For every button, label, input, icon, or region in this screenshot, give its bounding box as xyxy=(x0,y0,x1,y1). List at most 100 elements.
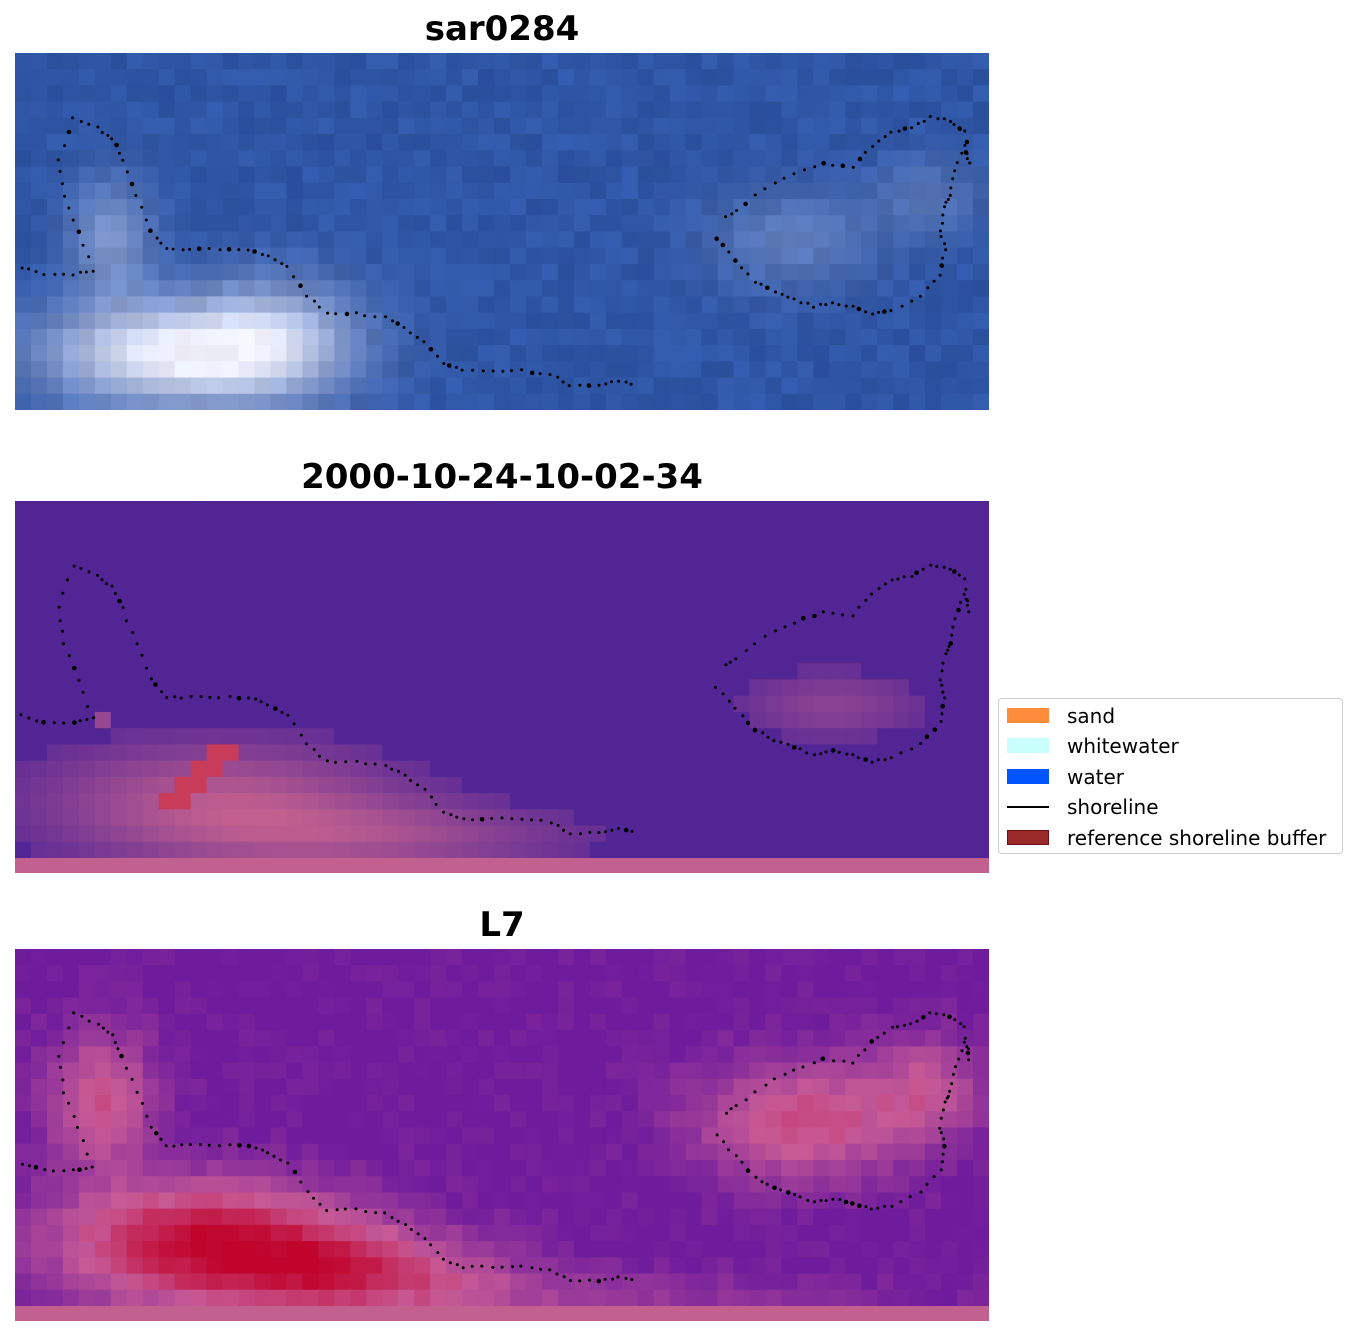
shoreline-point xyxy=(779,740,783,744)
shoreline-point xyxy=(944,248,948,252)
shoreline-point xyxy=(373,762,377,766)
shoreline-point xyxy=(942,205,946,209)
shoreline-point xyxy=(964,587,968,591)
shoreline-point xyxy=(884,582,887,586)
shoreline-point xyxy=(304,742,308,746)
shoreline-point xyxy=(899,1200,903,1204)
shoreline-point xyxy=(597,831,601,834)
shoreline-point xyxy=(863,1048,867,1052)
shoreline-point xyxy=(734,657,738,661)
legend-item-sand: sand xyxy=(999,706,1342,736)
shoreline-point xyxy=(134,194,138,197)
shoreline-point xyxy=(480,1264,484,1268)
classified-image xyxy=(15,501,989,873)
shoreline-point xyxy=(946,648,950,652)
shoreline-point xyxy=(947,644,951,648)
shoreline-point xyxy=(764,1083,768,1087)
shoreline-point xyxy=(759,282,763,286)
shoreline-point xyxy=(520,368,524,372)
shoreline-point xyxy=(824,750,828,754)
shoreline-point xyxy=(897,129,901,133)
shoreline-point xyxy=(100,131,104,134)
shoreline-point xyxy=(140,205,144,209)
shoreline-point xyxy=(41,719,46,725)
shoreline-point xyxy=(869,1039,874,1044)
shoreline-point xyxy=(520,817,524,821)
shoreline-point xyxy=(415,335,419,339)
shoreline-point xyxy=(753,1090,757,1094)
shoreline-point xyxy=(821,610,825,614)
shoreline-point xyxy=(364,762,368,766)
shoreline-point xyxy=(939,1168,943,1172)
shoreline-point xyxy=(943,696,946,700)
shoreline-point xyxy=(942,565,946,569)
shoreline-point xyxy=(819,1198,823,1202)
shoreline-point xyxy=(454,365,458,369)
shoreline-point xyxy=(743,201,748,207)
shoreline-point xyxy=(568,832,572,836)
shoreline-point xyxy=(932,279,936,283)
shoreline-point xyxy=(77,1167,82,1172)
shoreline-point xyxy=(629,382,633,386)
shoreline-point xyxy=(597,383,601,387)
shoreline-point xyxy=(403,773,407,777)
shoreline-point xyxy=(188,247,192,251)
shoreline-point xyxy=(189,694,193,698)
shoreline-point xyxy=(871,312,875,316)
shoreline-point xyxy=(500,816,504,820)
shoreline-point xyxy=(510,369,513,373)
shoreline-point xyxy=(461,1266,465,1270)
shoreline-point xyxy=(806,1198,810,1202)
shoreline-point xyxy=(428,346,434,352)
shoreline-point xyxy=(851,165,855,169)
shoreline-point xyxy=(306,1190,310,1194)
shoreline-point xyxy=(325,759,329,763)
shoreline-point xyxy=(462,817,466,821)
shoreline-point xyxy=(548,1268,552,1272)
shoreline-point xyxy=(280,710,284,714)
shoreline-point xyxy=(354,1207,358,1211)
shoreline-point xyxy=(714,686,717,689)
shoreline-point xyxy=(943,242,946,246)
shoreline-point xyxy=(960,151,964,155)
shoreline-point xyxy=(154,1130,159,1136)
shoreline-point xyxy=(548,373,552,377)
shoreline-line-swatch xyxy=(1007,806,1049,809)
shoreline-point xyxy=(85,718,89,721)
shoreline-point xyxy=(549,821,553,825)
shoreline-point xyxy=(246,696,250,700)
shoreline-point xyxy=(947,1014,952,1020)
shoreline-point xyxy=(942,1013,946,1017)
shoreline-point xyxy=(962,1040,966,1044)
shoreline-point xyxy=(864,1205,868,1209)
shoreline-point xyxy=(890,1025,894,1029)
shoreline-point xyxy=(903,1023,906,1027)
shoreline-point xyxy=(442,362,446,366)
shoreline-point xyxy=(948,193,952,197)
shoreline-point xyxy=(568,1279,572,1282)
shoreline-point xyxy=(820,1056,826,1061)
shoreline-point xyxy=(965,152,969,156)
shoreline-point xyxy=(786,295,790,299)
shoreline-point xyxy=(416,783,420,787)
legend-label: whitewater xyxy=(1067,734,1179,759)
shoreline-point xyxy=(792,172,796,176)
shoreline-point xyxy=(71,218,75,222)
shoreline-point xyxy=(953,169,957,173)
shoreline-point xyxy=(951,177,955,181)
shoreline-point xyxy=(754,1175,758,1179)
shoreline-point xyxy=(951,1072,955,1076)
shoreline-point xyxy=(948,641,954,646)
shoreline-point xyxy=(384,764,388,767)
shoreline-point xyxy=(53,272,57,276)
shoreline-point xyxy=(928,115,932,118)
shoreline-point xyxy=(61,591,65,595)
shoreline-point xyxy=(555,1272,559,1276)
shoreline-point xyxy=(957,126,962,131)
shoreline-point xyxy=(110,584,114,588)
shoreline-point xyxy=(856,306,862,312)
shoreline-point xyxy=(821,160,826,166)
shoreline-point xyxy=(941,690,945,694)
shoreline-point xyxy=(902,126,908,131)
shoreline-point xyxy=(125,170,129,174)
